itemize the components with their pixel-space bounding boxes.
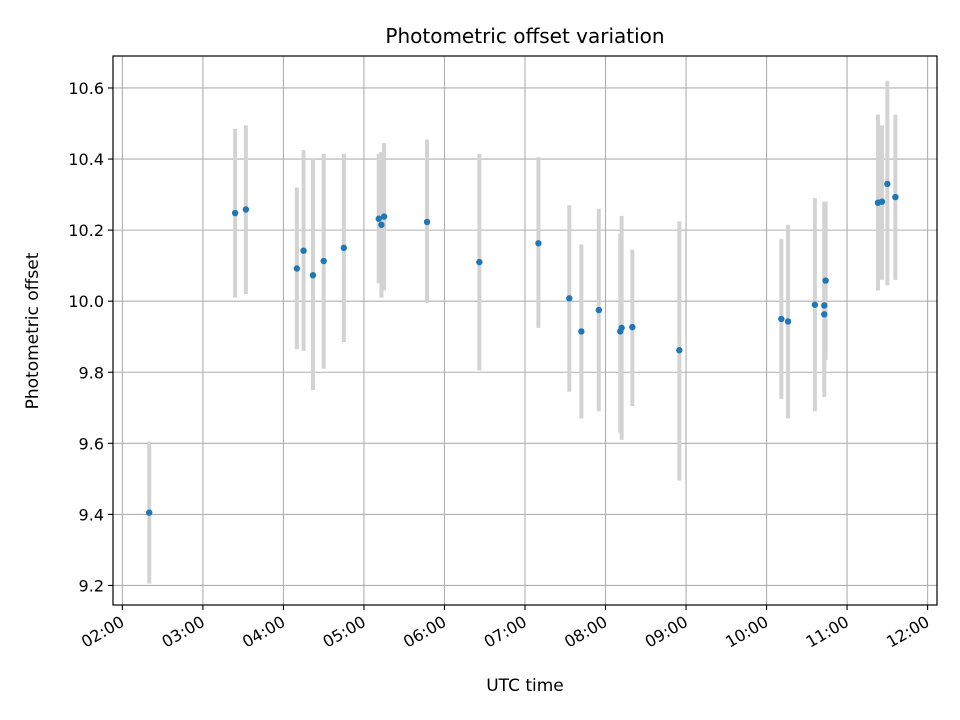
x-axis-title: UTC time xyxy=(486,676,564,696)
data-point xyxy=(380,213,388,220)
y-tick-label: 9.4 xyxy=(79,505,104,524)
data-point xyxy=(300,247,307,254)
data-points xyxy=(146,180,899,516)
y-tick-label: 10.0 xyxy=(68,292,104,311)
data-point xyxy=(778,315,785,323)
data-point xyxy=(884,180,891,188)
data-point xyxy=(595,306,603,314)
grid xyxy=(113,56,937,605)
data-point xyxy=(784,318,792,325)
data-point xyxy=(146,509,153,516)
data-point xyxy=(892,193,899,201)
data-point xyxy=(629,323,636,331)
data-point xyxy=(375,215,382,222)
data-point xyxy=(676,347,683,354)
data-point xyxy=(340,244,348,252)
y-axis-title: Photometric offset xyxy=(23,252,43,409)
data-point xyxy=(231,209,239,217)
y-tick-label: 9.6 xyxy=(79,434,104,453)
data-point xyxy=(578,328,585,335)
y-tick-label: 9.8 xyxy=(79,363,104,382)
data-point xyxy=(878,198,886,205)
data-point xyxy=(535,240,542,247)
data-point xyxy=(476,258,483,266)
y-tick-label: 10.4 xyxy=(68,150,104,169)
y-tick-label: 10.2 xyxy=(68,221,104,240)
data-point xyxy=(566,295,573,302)
data-point xyxy=(242,206,250,213)
y-axis: 9.2 9.4 9.6 9.8 10.0 10.2 10.4 10.6 xyxy=(68,79,113,595)
data-point xyxy=(821,302,828,309)
data-point xyxy=(821,311,828,318)
data-point xyxy=(618,324,625,332)
chart-title: Photometric offset variation xyxy=(385,24,664,48)
y-tick-label: 10.6 xyxy=(68,79,104,98)
data-point xyxy=(423,218,431,226)
y-tick-label: 9.2 xyxy=(79,576,104,595)
data-point xyxy=(293,265,301,272)
data-point xyxy=(822,277,829,284)
data-point xyxy=(309,272,317,279)
data-point xyxy=(811,301,819,308)
data-point xyxy=(320,257,327,265)
data-point xyxy=(378,221,385,228)
